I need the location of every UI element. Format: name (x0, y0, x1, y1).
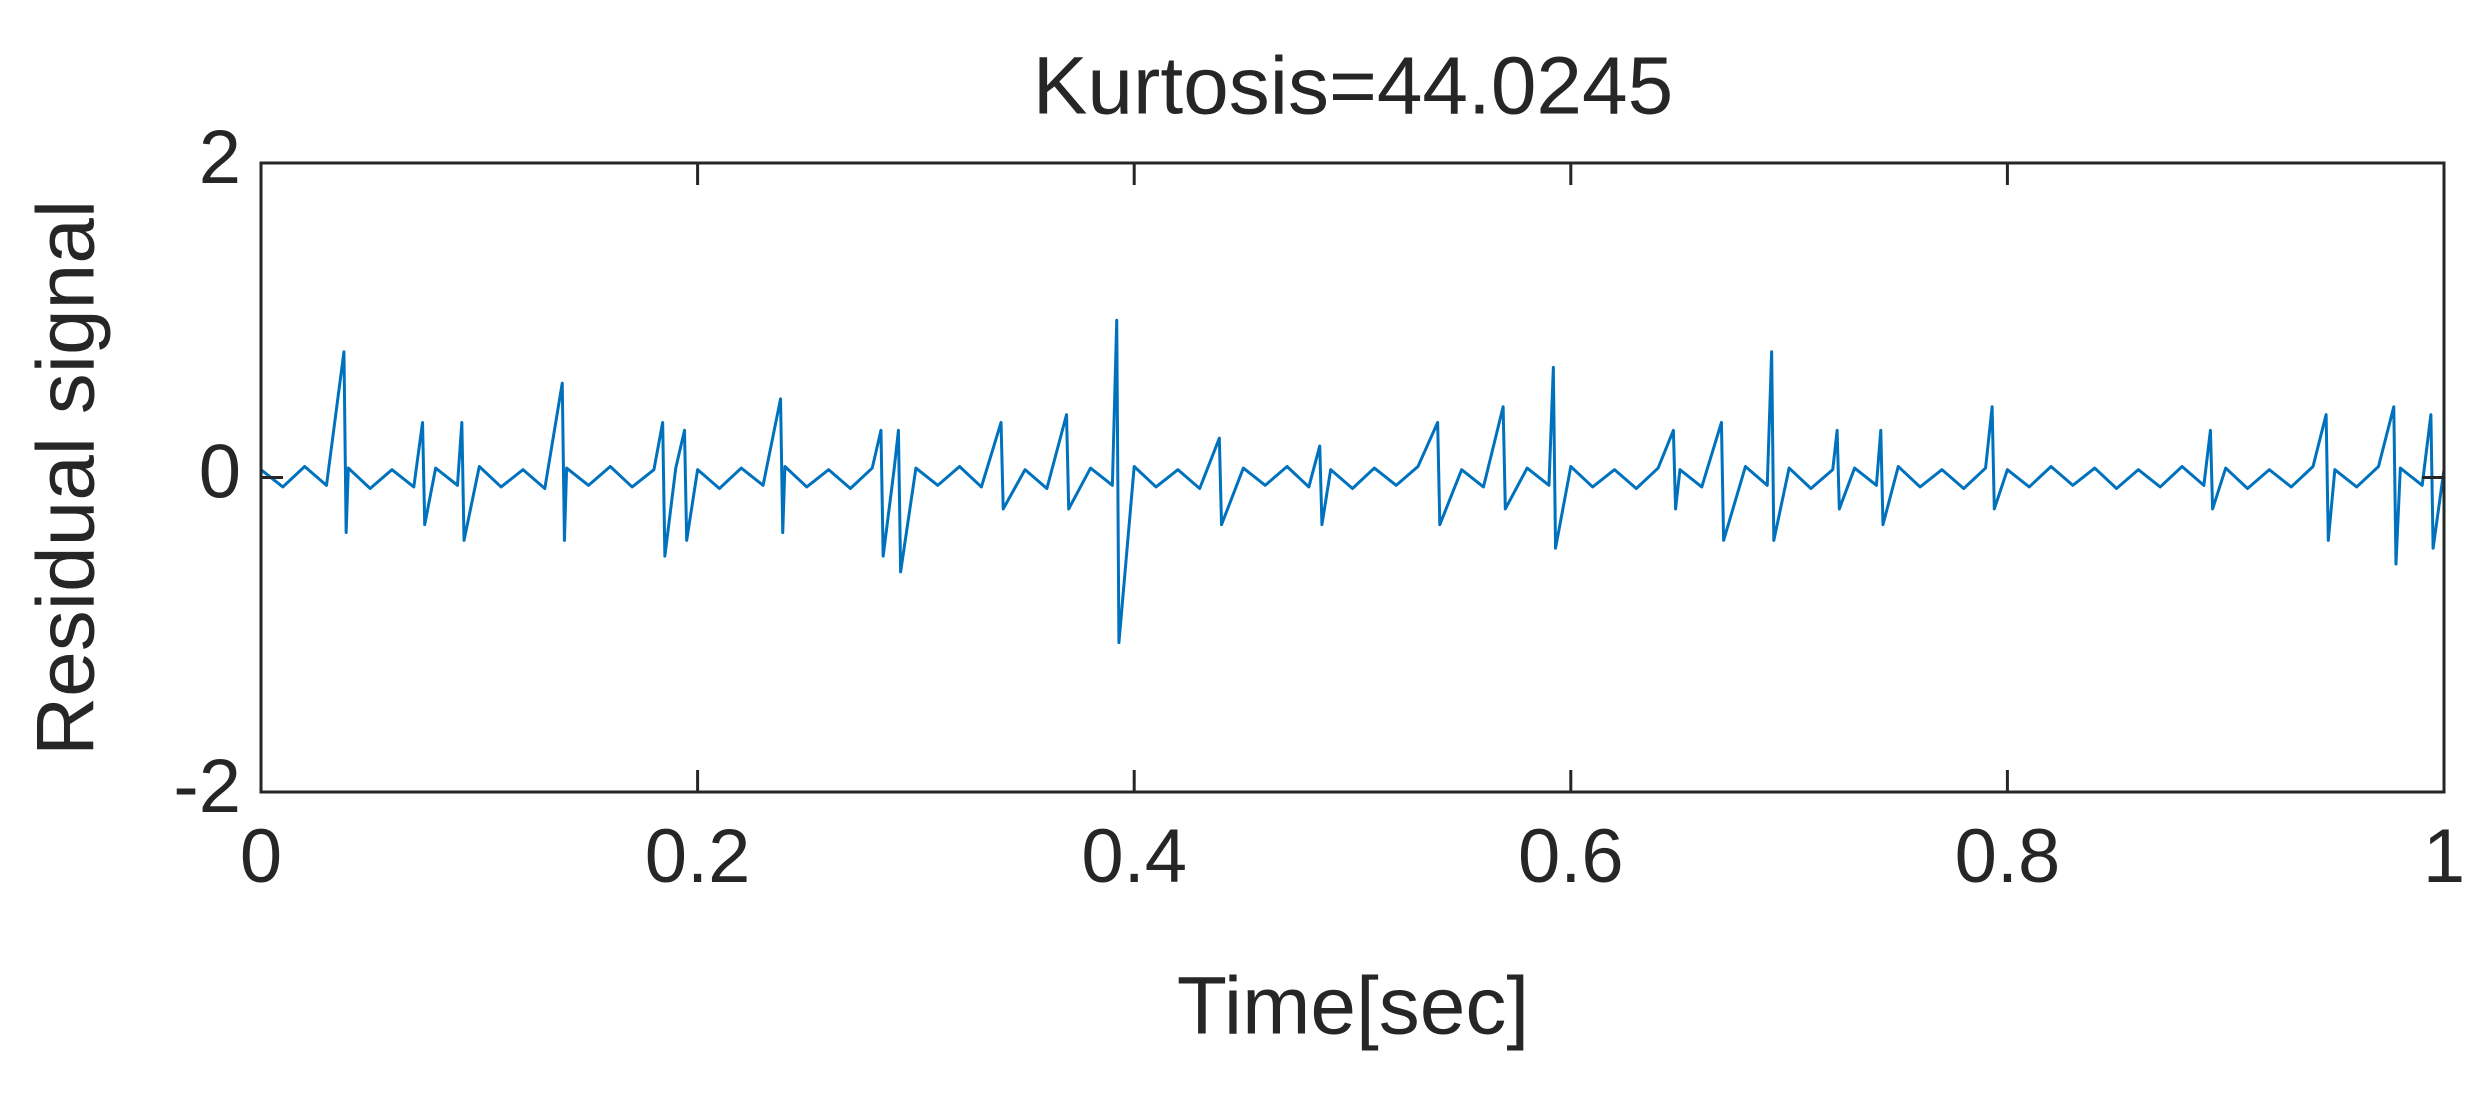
y-tick-label: 0 (199, 430, 241, 515)
chart-title: Kurtosis=44.0245 (1033, 41, 1674, 132)
x-tick-label: 0 (240, 814, 282, 899)
x-tick-label: 0.6 (1518, 814, 1624, 899)
y-tick-label: 2 (199, 115, 241, 200)
signal-line (260, 318, 2446, 645)
x-tick-label: 0.8 (1955, 814, 2061, 899)
y-axis-label: Residual signal (21, 200, 112, 756)
x-tick-label: 1 (2423, 814, 2465, 899)
x-tick-label: 0.2 (645, 814, 751, 899)
y-tick-label: -2 (173, 744, 241, 829)
x-axis-label: Time[sec] (1177, 961, 1529, 1052)
axes-box (259, 161, 2446, 794)
x-tick-label: 0.4 (1081, 814, 1187, 899)
